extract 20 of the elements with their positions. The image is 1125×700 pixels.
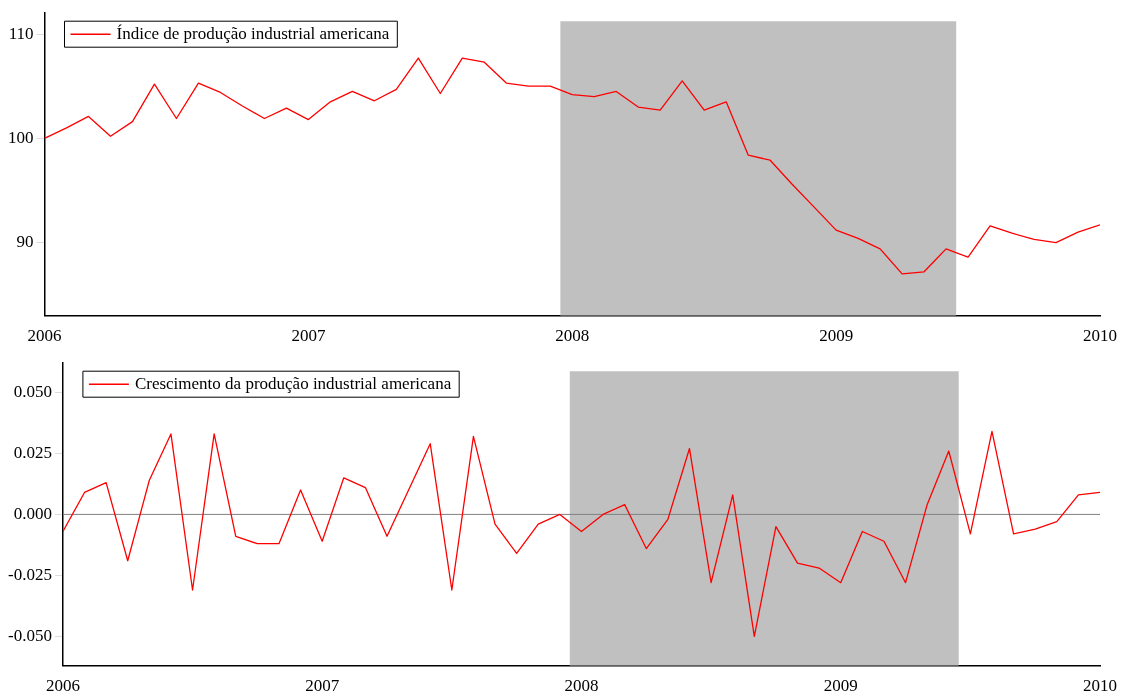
x-tick-label: 2009	[823, 676, 858, 696]
legend-label: Índice de produção industrial americana	[116, 23, 390, 43]
y-tick-label: 0.000	[13, 503, 52, 523]
y-tick-label: 0.050	[13, 381, 52, 401]
x-tick-label: 2006	[27, 326, 62, 346]
y-tick-label: 90	[16, 232, 34, 252]
legend-label: Crescimento da produção industrial americana	[134, 373, 452, 393]
x-tick-label: 2006	[45, 676, 80, 696]
y-tick-label: 110	[8, 23, 34, 43]
x-tick-label: 2008	[564, 676, 599, 696]
y-tick-label: -0.050	[7, 625, 52, 645]
y-tick-label: 100	[8, 127, 34, 147]
y-tick-label: -0.025	[7, 564, 52, 584]
x-tick-label: 2009	[819, 326, 854, 346]
x-tick-label: 2010	[1083, 326, 1117, 346]
x-tick-label: 2008	[555, 326, 590, 346]
x-tick-label: 2007	[291, 326, 326, 346]
y-tick-label: 0.025	[13, 442, 52, 462]
x-tick-label: 2010	[1083, 676, 1117, 696]
x-tick-label: 2007	[305, 676, 340, 696]
